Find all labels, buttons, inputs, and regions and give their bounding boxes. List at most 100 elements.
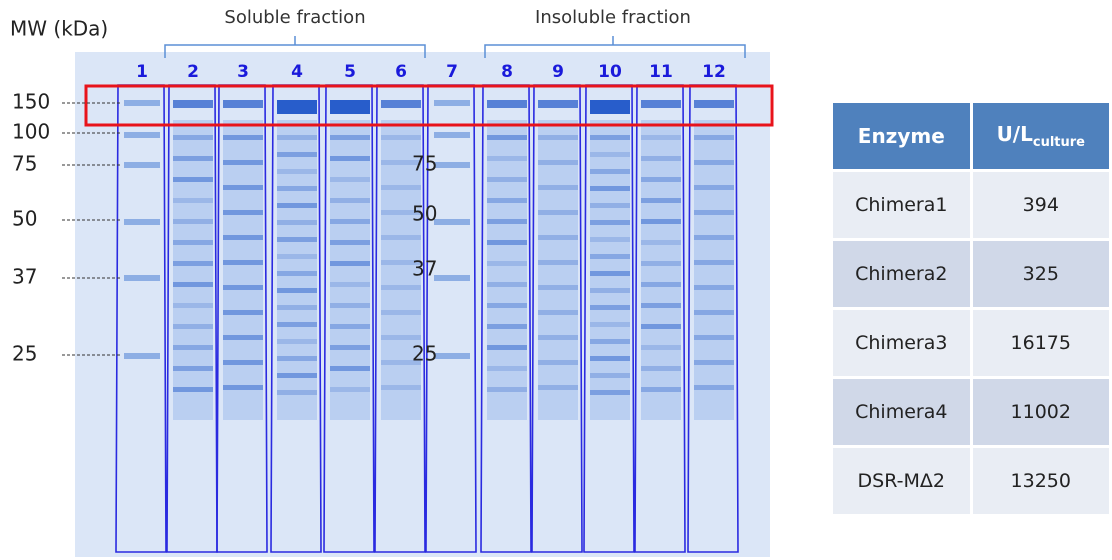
band: [330, 135, 370, 140]
band: [277, 100, 317, 114]
band: [487, 240, 527, 245]
band: [223, 310, 263, 315]
band: [381, 235, 421, 240]
marker-label: 75: [12, 152, 37, 176]
band: [487, 324, 527, 329]
band: [590, 203, 630, 208]
band: [694, 160, 734, 165]
band: [641, 198, 681, 203]
band: [590, 339, 630, 344]
band: [538, 135, 578, 140]
band: [173, 240, 213, 245]
band: [590, 169, 630, 174]
inner-marker-label: 25: [412, 342, 437, 366]
band: [487, 261, 527, 266]
band: [590, 373, 630, 378]
inner-marker-label: 75: [412, 152, 437, 176]
band: [330, 177, 370, 182]
band: [641, 135, 681, 140]
band: [590, 254, 630, 259]
mw-label: MW (kDa): [10, 17, 108, 41]
band: [641, 177, 681, 182]
band: [173, 100, 213, 108]
band: [277, 135, 317, 140]
band: [590, 305, 630, 310]
band: [330, 345, 370, 350]
band: [381, 385, 421, 390]
band: [330, 198, 370, 203]
lane-number: 1: [136, 62, 148, 82]
band: [381, 310, 421, 315]
band: [330, 261, 370, 266]
band: [487, 282, 527, 287]
band: [641, 100, 681, 108]
band: [590, 288, 630, 293]
band: [487, 135, 527, 140]
inner-marker-label: 37: [412, 257, 437, 281]
band: [434, 275, 470, 281]
enzyme-cell: Chimera1: [833, 172, 970, 238]
inner-marker-label: 50: [412, 202, 437, 226]
band: [381, 285, 421, 290]
band: [223, 335, 263, 340]
lane-number: 10: [598, 62, 622, 82]
band: [277, 339, 317, 344]
band: [277, 169, 317, 174]
band: [330, 366, 370, 371]
activity-cell: 11002: [973, 379, 1109, 445]
band: [223, 135, 263, 140]
band: [538, 185, 578, 190]
band: [124, 132, 160, 138]
band: [641, 261, 681, 266]
lane-number: 9: [552, 62, 564, 82]
band: [277, 152, 317, 157]
lane-number: 4: [291, 62, 303, 82]
band: [487, 177, 527, 182]
smear: [330, 120, 370, 420]
band: [277, 271, 317, 276]
header-text: U/L: [997, 122, 1033, 146]
band: [641, 282, 681, 287]
band: [434, 100, 470, 106]
band: [538, 100, 578, 108]
smear: [173, 120, 213, 420]
band: [173, 261, 213, 266]
band: [381, 335, 421, 340]
band: [330, 219, 370, 224]
band: [641, 219, 681, 224]
band: [641, 240, 681, 245]
band: [590, 135, 630, 140]
band: [223, 285, 263, 290]
band: [173, 303, 213, 308]
band: [694, 210, 734, 215]
band: [590, 100, 630, 114]
band: [538, 235, 578, 240]
band: [694, 285, 734, 290]
lane-number: 6: [395, 62, 407, 82]
band: [277, 203, 317, 208]
band: [223, 235, 263, 240]
table-row: Chimera2325: [833, 241, 1109, 307]
band: [694, 385, 734, 390]
marker-label: 100: [12, 120, 50, 144]
band: [487, 345, 527, 350]
band: [124, 100, 160, 106]
activity-cell: 325: [973, 241, 1109, 307]
band: [124, 353, 160, 359]
band: [277, 254, 317, 259]
lane-number: 2: [187, 62, 199, 82]
enzyme-cell: DSR-MΔ2: [833, 448, 970, 514]
band: [641, 366, 681, 371]
band: [124, 219, 160, 225]
lane-number: 8: [501, 62, 513, 82]
band: [223, 260, 263, 265]
band: [173, 366, 213, 371]
band: [381, 100, 421, 108]
band: [694, 360, 734, 365]
band: [590, 152, 630, 157]
band: [223, 160, 263, 165]
band: [694, 135, 734, 140]
band: [223, 100, 263, 108]
